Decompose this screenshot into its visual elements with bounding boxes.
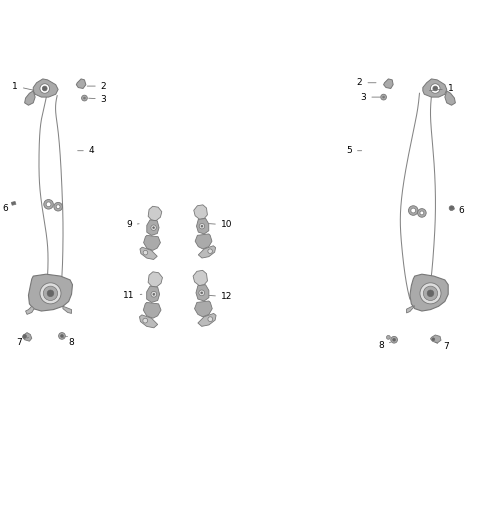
Text: 12: 12 — [209, 292, 232, 301]
Polygon shape — [24, 91, 35, 105]
Polygon shape — [144, 303, 161, 318]
Polygon shape — [423, 79, 447, 97]
Circle shape — [40, 283, 61, 304]
Text: 6: 6 — [451, 206, 464, 215]
Circle shape — [411, 208, 416, 213]
Circle shape — [40, 83, 49, 93]
Polygon shape — [431, 335, 441, 343]
Circle shape — [153, 227, 155, 228]
Text: 1: 1 — [12, 81, 34, 91]
Circle shape — [418, 208, 426, 217]
Circle shape — [423, 286, 438, 301]
Polygon shape — [11, 201, 16, 205]
Circle shape — [153, 293, 155, 295]
Circle shape — [23, 334, 26, 338]
Circle shape — [44, 200, 53, 209]
Polygon shape — [28, 274, 72, 311]
Polygon shape — [148, 272, 162, 287]
Text: 6: 6 — [2, 203, 14, 212]
Polygon shape — [193, 270, 207, 286]
Circle shape — [143, 250, 148, 255]
Polygon shape — [140, 315, 157, 328]
Circle shape — [449, 206, 454, 210]
Circle shape — [151, 225, 156, 230]
Text: 4: 4 — [78, 146, 95, 155]
Polygon shape — [147, 286, 159, 303]
Polygon shape — [148, 206, 162, 221]
Circle shape — [82, 95, 87, 101]
Polygon shape — [140, 247, 157, 260]
Text: 3: 3 — [360, 93, 380, 101]
Text: 10: 10 — [209, 220, 232, 229]
Polygon shape — [407, 306, 415, 313]
Circle shape — [420, 283, 441, 304]
Circle shape — [43, 286, 58, 301]
Circle shape — [208, 249, 213, 253]
Polygon shape — [384, 79, 393, 89]
Circle shape — [393, 338, 396, 341]
Polygon shape — [63, 306, 72, 313]
Polygon shape — [25, 306, 34, 314]
Circle shape — [432, 338, 435, 340]
Circle shape — [199, 223, 204, 229]
Polygon shape — [410, 274, 448, 311]
Text: 2: 2 — [357, 78, 376, 87]
Text: 3: 3 — [89, 95, 107, 103]
Circle shape — [42, 86, 47, 91]
Polygon shape — [23, 333, 32, 341]
Circle shape — [60, 334, 63, 337]
Circle shape — [386, 335, 390, 339]
Circle shape — [201, 292, 203, 294]
Circle shape — [151, 291, 157, 297]
Polygon shape — [144, 236, 160, 250]
Polygon shape — [198, 313, 216, 326]
Polygon shape — [194, 205, 207, 219]
Circle shape — [408, 206, 418, 216]
Polygon shape — [198, 246, 216, 258]
Polygon shape — [450, 206, 455, 210]
Circle shape — [143, 318, 148, 323]
Polygon shape — [196, 285, 209, 301]
Polygon shape — [195, 234, 212, 249]
Polygon shape — [196, 219, 209, 234]
Polygon shape — [194, 301, 212, 317]
Circle shape — [433, 86, 438, 91]
Circle shape — [199, 290, 204, 296]
Polygon shape — [147, 220, 159, 236]
Polygon shape — [445, 91, 456, 105]
Text: 7: 7 — [435, 342, 449, 351]
Text: 7: 7 — [16, 337, 28, 347]
Circle shape — [56, 205, 60, 208]
Circle shape — [46, 202, 51, 207]
Polygon shape — [33, 79, 58, 97]
Circle shape — [208, 317, 213, 322]
Text: 1: 1 — [430, 84, 454, 93]
Text: 8: 8 — [63, 337, 74, 347]
Circle shape — [381, 94, 386, 100]
Circle shape — [427, 290, 434, 296]
Circle shape — [420, 211, 424, 215]
Text: 5: 5 — [346, 146, 361, 155]
Circle shape — [201, 225, 203, 227]
Text: 2: 2 — [87, 81, 107, 91]
Text: 8: 8 — [378, 342, 391, 351]
Polygon shape — [76, 79, 86, 89]
Circle shape — [383, 96, 384, 98]
Circle shape — [54, 202, 62, 211]
Circle shape — [59, 333, 65, 339]
Circle shape — [47, 290, 54, 296]
Text: 11: 11 — [123, 291, 142, 300]
Circle shape — [84, 97, 85, 99]
Circle shape — [391, 336, 397, 343]
Circle shape — [431, 83, 440, 93]
Text: 9: 9 — [126, 220, 139, 229]
